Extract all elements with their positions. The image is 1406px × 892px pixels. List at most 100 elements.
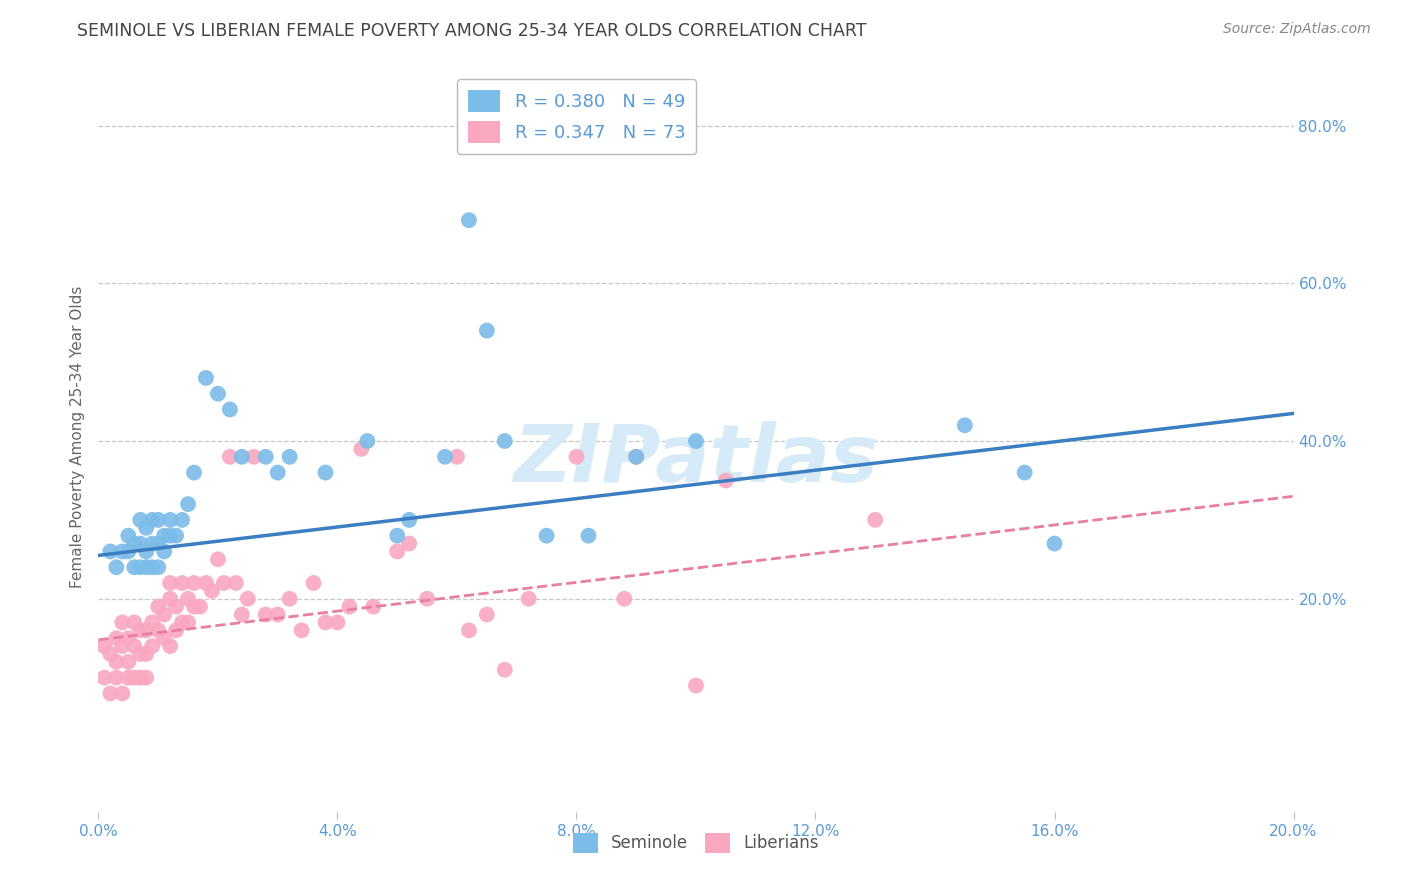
Point — [135, 647, 157, 661]
Point — [148, 560, 170, 574]
Point — [93, 671, 115, 685]
Point — [105, 631, 128, 645]
Point — [278, 591, 301, 606]
Point — [129, 560, 152, 574]
Point — [434, 450, 457, 464]
Point — [111, 544, 134, 558]
Point — [105, 671, 128, 685]
Point — [135, 544, 157, 558]
Point — [124, 536, 146, 550]
Point — [267, 607, 290, 622]
Point — [111, 639, 134, 653]
Point — [129, 624, 152, 638]
Point — [685, 679, 707, 693]
Text: SEMINOLE VS LIBERIAN FEMALE POVERTY AMONG 25-34 YEAR OLDS CORRELATION CHART: SEMINOLE VS LIBERIAN FEMALE POVERTY AMON… — [77, 22, 868, 40]
Point — [141, 560, 163, 574]
Point — [153, 529, 176, 543]
Point — [315, 466, 337, 480]
Point — [302, 576, 325, 591]
Point — [953, 418, 976, 433]
Point — [148, 536, 170, 550]
Point — [494, 434, 516, 448]
Point — [475, 607, 498, 622]
Point — [98, 647, 122, 661]
Point — [141, 639, 163, 653]
Point — [446, 450, 468, 464]
Point — [207, 386, 229, 401]
Point — [141, 513, 163, 527]
Point — [105, 560, 128, 574]
Point — [117, 544, 139, 558]
Point — [124, 671, 146, 685]
Point — [141, 536, 163, 550]
Point — [111, 615, 134, 630]
Y-axis label: Female Poverty Among 25-34 Year Olds: Female Poverty Among 25-34 Year Olds — [69, 286, 84, 588]
Point — [578, 529, 600, 543]
Point — [177, 591, 200, 606]
Point — [148, 513, 170, 527]
Point — [172, 615, 194, 630]
Point — [267, 466, 290, 480]
Point — [117, 631, 139, 645]
Point — [195, 576, 218, 591]
Point — [129, 647, 152, 661]
Point — [148, 624, 170, 638]
Point — [363, 599, 385, 614]
Point — [254, 450, 277, 464]
Point — [231, 607, 253, 622]
Point — [153, 631, 176, 645]
Point — [278, 450, 301, 464]
Point — [117, 671, 139, 685]
Point — [159, 639, 181, 653]
Point — [105, 655, 128, 669]
Point — [458, 624, 481, 638]
Point — [243, 450, 266, 464]
Point — [613, 591, 636, 606]
Point — [385, 544, 409, 558]
Point — [517, 591, 540, 606]
Point — [129, 536, 152, 550]
Point — [159, 591, 181, 606]
Point — [1014, 466, 1036, 480]
Point — [188, 599, 211, 614]
Point — [172, 513, 194, 527]
Point — [129, 513, 152, 527]
Point — [201, 583, 224, 598]
Point — [124, 615, 146, 630]
Point — [1043, 536, 1066, 550]
Point — [177, 497, 200, 511]
Point — [416, 591, 439, 606]
Point — [98, 686, 122, 700]
Point — [135, 521, 157, 535]
Point — [254, 607, 277, 622]
Point — [117, 529, 139, 543]
Point — [183, 599, 205, 614]
Point — [172, 576, 194, 591]
Point — [93, 639, 115, 653]
Point — [159, 513, 181, 527]
Text: Source: ZipAtlas.com: Source: ZipAtlas.com — [1223, 22, 1371, 37]
Point — [475, 324, 498, 338]
Point — [98, 544, 122, 558]
Point — [315, 615, 337, 630]
Point — [685, 434, 707, 448]
Point — [236, 591, 259, 606]
Point — [207, 552, 229, 566]
Point — [385, 529, 409, 543]
Point — [219, 450, 242, 464]
Point — [135, 624, 157, 638]
Point — [165, 624, 187, 638]
Point — [326, 615, 349, 630]
Point — [177, 615, 200, 630]
Point — [458, 213, 481, 227]
Point — [291, 624, 314, 638]
Point — [148, 599, 170, 614]
Point — [398, 513, 420, 527]
Legend: Seminole, Liberians: Seminole, Liberians — [567, 826, 825, 860]
Point — [153, 544, 176, 558]
Point — [212, 576, 235, 591]
Point — [117, 655, 139, 669]
Point — [135, 560, 157, 574]
Point — [135, 671, 157, 685]
Point — [159, 529, 181, 543]
